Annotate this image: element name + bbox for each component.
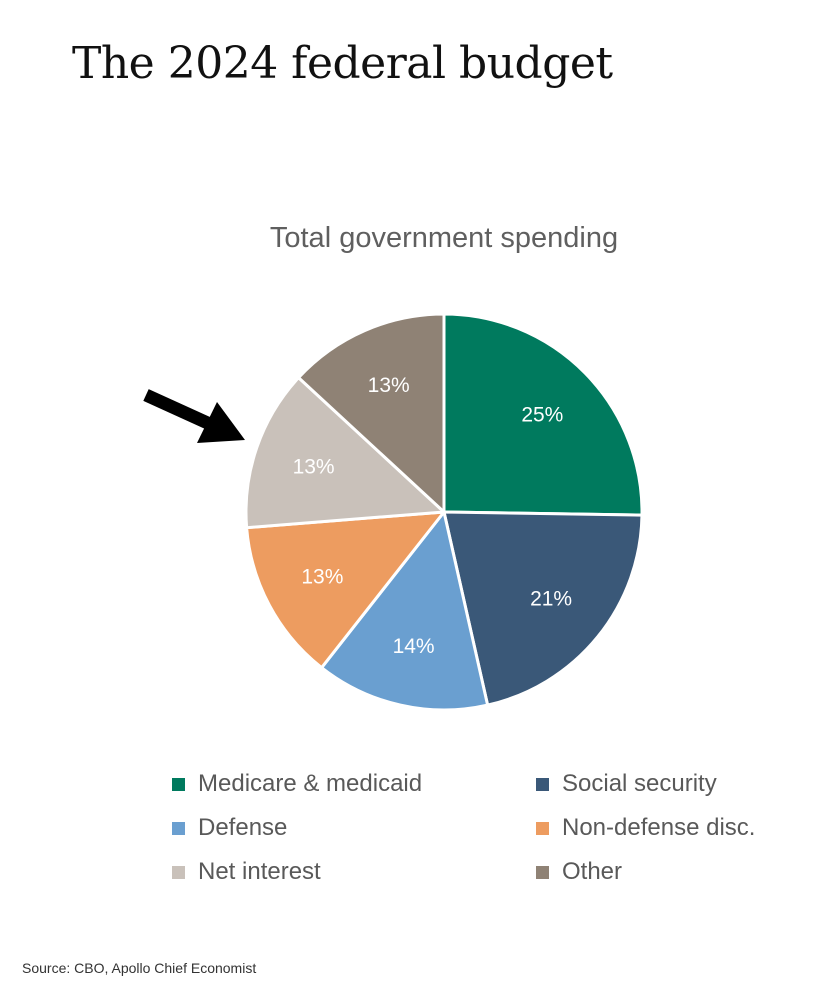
chart-title: Total government spending [269,222,619,254]
data-label-non-defense-disc: 13% [301,566,343,589]
pie-slice-net-interest [244,376,446,530]
pie-data-labels: 25% 21% 14% 13% 13% 13% [293,374,573,658]
data-label-medicare-medicaid: 25% [521,404,563,427]
pie-slice-non-defense-disc [245,510,446,670]
annotation-arrow [143,389,245,443]
pie-slice-defense [320,510,490,712]
pie-slices [244,312,644,712]
data-label-other: 13% [368,374,410,397]
source-note: Source: CBO, Apollo Chief Economist [22,960,257,976]
data-label-social-security: 21% [530,588,572,611]
pie-slice-social-security [442,510,644,707]
data-label-defense: 14% [393,635,435,658]
page-title: The 2024 federal budget [72,38,613,89]
data-label-net-interest: 13% [293,455,335,478]
pie-slice-other [297,312,446,514]
pie-slice-medicare-medicaid [442,312,644,517]
